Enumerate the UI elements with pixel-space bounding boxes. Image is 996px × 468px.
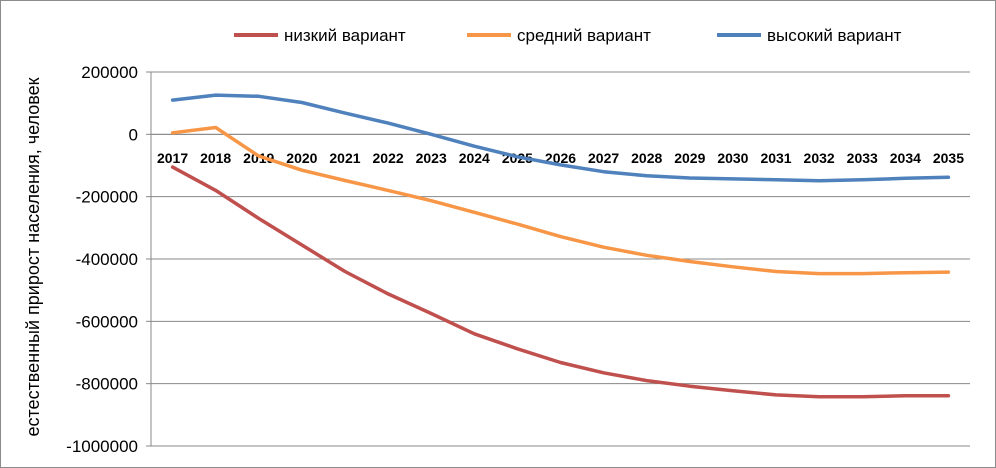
x-tick-label: 2034: [890, 150, 921, 166]
legend-label: высокий вариант: [767, 26, 902, 45]
y-axis-ticks: 200000 0 -200000 -400000 -600000 -800000 -1000…: [66, 63, 138, 456]
x-tick-label: 2029: [674, 150, 705, 166]
series-line: [170, 93, 951, 183]
x-tick-label: 2031: [760, 150, 791, 166]
x-tick-label: 2020: [286, 150, 317, 166]
x-tick-label: 2019: [243, 150, 274, 166]
y-tick-label: 0: [129, 125, 138, 144]
y-tick-label: -400000: [76, 250, 138, 269]
y-tick-label: -800000: [76, 375, 138, 394]
x-tick-label: 2017: [157, 150, 188, 166]
y-axis-title: естественный прирост населения, человек: [23, 77, 43, 436]
legend-label: средний вариант: [517, 26, 651, 45]
x-tick-label: 2033: [847, 150, 878, 166]
x-tick-label: 2030: [717, 150, 748, 166]
series-line: [170, 165, 951, 399]
x-tick-label: 2018: [200, 150, 231, 166]
x-tick-label: 2028: [631, 150, 662, 166]
y-tick-label: 200000: [81, 63, 138, 82]
gridlines: [146, 71, 970, 447]
y-tick-label: -1000000: [66, 437, 138, 456]
y-tick-label: -600000: [76, 312, 138, 331]
series-lines: [170, 93, 951, 399]
x-tick-label: 2035: [933, 150, 964, 166]
x-tick-label: 2032: [804, 150, 835, 166]
x-tick-label: 2023: [416, 150, 447, 166]
legend-label: низкий вариант: [284, 26, 406, 45]
series-line: [170, 125, 951, 276]
x-tick-label: 2027: [588, 150, 619, 166]
y-tick-label: -200000: [76, 188, 138, 207]
legend: низкий вариант средний вариант высокий вар…: [234, 26, 902, 45]
x-tick-label: 2024: [459, 150, 490, 166]
x-tick-label: 2021: [329, 150, 360, 166]
x-axis-ticks: 2017 2018 2019 2020 2021 2022 2023 2024 2025 2026…: [157, 150, 964, 166]
x-tick-label: 2022: [373, 150, 404, 166]
